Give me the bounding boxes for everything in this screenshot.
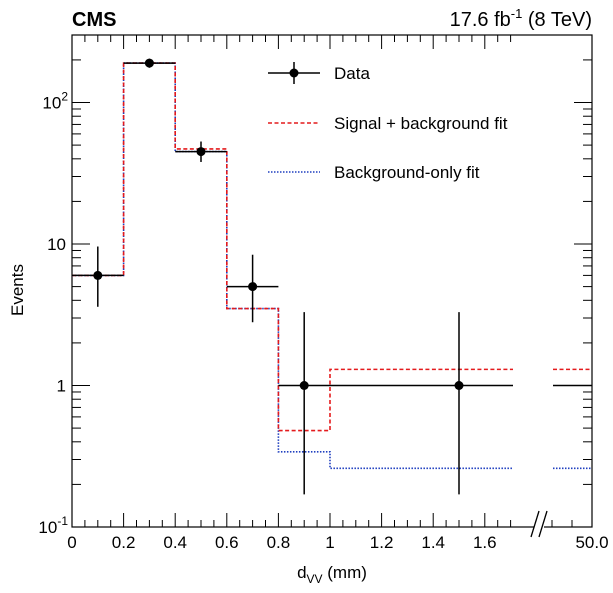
luminosity-label: 17.6 fb-1 (8 TeV) bbox=[450, 6, 592, 31]
data-series bbox=[72, 58, 592, 495]
x-tick-label: 1.6 bbox=[473, 533, 497, 552]
data-point-group bbox=[175, 141, 227, 162]
y-tick-label: 1 bbox=[57, 377, 66, 396]
axis-break-slash bbox=[530, 510, 540, 538]
legend-label-signal-background: Signal + background fit bbox=[334, 114, 508, 133]
x-axis-title-main: d bbox=[297, 563, 306, 582]
x-tick-label: 50.0 bbox=[575, 533, 608, 552]
legend-entry-signal-background: Signal + background fit bbox=[268, 114, 508, 133]
x-axis-title-unit: (mm) bbox=[323, 563, 367, 582]
y-tick-label: 10 bbox=[47, 235, 66, 254]
y-tick-label-base: 10 bbox=[47, 235, 66, 254]
data-point-group bbox=[330, 312, 592, 495]
luminosity-value: 17.6 fb bbox=[450, 9, 511, 31]
y-tick-label-base: 10 bbox=[38, 518, 57, 537]
data-point bbox=[196, 147, 206, 157]
y-tick-label-base: 10 bbox=[42, 94, 61, 113]
legend-label-data: Data bbox=[334, 64, 370, 83]
fit-step-signal-background bbox=[72, 62, 592, 432]
axis-break-gap bbox=[534, 511, 544, 541]
data-point bbox=[248, 282, 258, 292]
legend-entry-data: Data bbox=[268, 62, 370, 84]
data-point-group bbox=[226, 254, 279, 323]
data-point bbox=[93, 270, 103, 280]
axis-break-marker bbox=[530, 510, 548, 541]
y-tick-label: 102 bbox=[42, 90, 68, 113]
data-point-group bbox=[123, 58, 176, 68]
legend-entry-background-only: Background-only fit bbox=[268, 163, 480, 182]
legend-label-background-only: Background-only fit bbox=[334, 163, 480, 182]
experiment-label: CMS bbox=[72, 9, 116, 31]
x-tick-label: 0.2 bbox=[112, 533, 136, 552]
fit-step-background-only bbox=[72, 62, 592, 470]
x-tick-label: 1.2 bbox=[370, 533, 394, 552]
y-axis-title: Events bbox=[8, 264, 27, 316]
data-point bbox=[144, 58, 154, 68]
x-tick-label: 0.6 bbox=[215, 533, 239, 552]
x-axis-title: dVV (mm) bbox=[297, 563, 367, 586]
y-tick-label-exponent: -1 bbox=[57, 514, 68, 528]
x-tick-label: 0 bbox=[67, 533, 76, 552]
fit-series bbox=[72, 62, 592, 470]
data-point-group bbox=[72, 246, 124, 307]
x-axis-title-subscript: VV bbox=[307, 572, 323, 586]
x-tick-label: 0.8 bbox=[267, 533, 291, 552]
axis-break-slash bbox=[538, 510, 548, 538]
x-tick-label: 1.4 bbox=[421, 533, 445, 552]
data-point-group bbox=[278, 312, 330, 495]
y-tick-label: 10-1 bbox=[38, 514, 68, 537]
data-point bbox=[454, 381, 464, 391]
x-tick-label: 1 bbox=[325, 533, 334, 552]
y-tick-label-base: 1 bbox=[57, 377, 66, 396]
luminosity-exponent: -1 bbox=[511, 6, 523, 21]
legend-data-marker bbox=[289, 68, 299, 78]
luminosity-energy: (8 TeV) bbox=[522, 9, 592, 31]
data-point bbox=[299, 381, 309, 391]
legend: Data Signal + background fit Background-… bbox=[268, 62, 508, 182]
axis-ticks bbox=[71, 34, 593, 528]
x-tick-label: 0.4 bbox=[163, 533, 187, 552]
plot-frame bbox=[71, 34, 593, 528]
y-tick-label-exponent: 2 bbox=[61, 90, 68, 104]
